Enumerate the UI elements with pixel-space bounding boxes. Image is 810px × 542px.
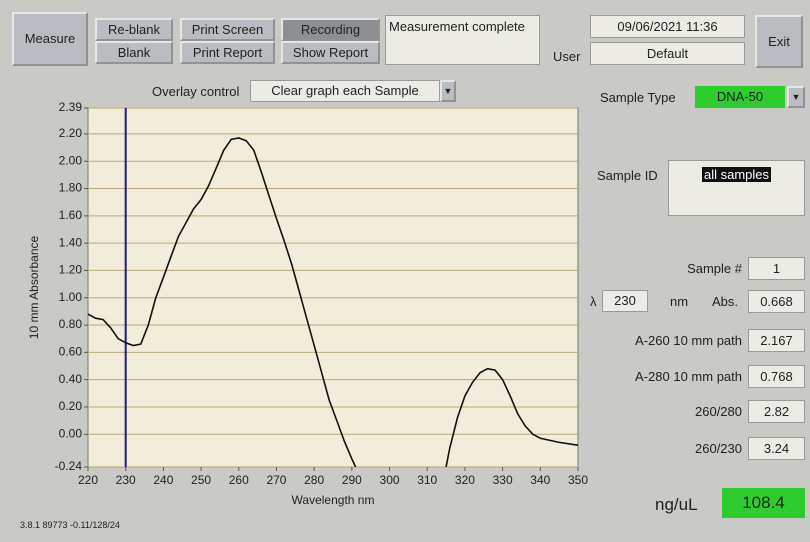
lambda-symbol: λ <box>590 294 597 309</box>
user: Default <box>590 42 745 65</box>
y-tick-label: 2.00 <box>59 153 83 167</box>
print-report-button[interactable]: Print Report <box>180 41 275 64</box>
plot-area <box>88 108 578 467</box>
y-tick-label: 0.40 <box>59 372 83 386</box>
y-tick-label: 1.20 <box>59 263 83 277</box>
x-tick-label: 280 <box>304 473 324 487</box>
show-report-button[interactable]: Show Report <box>281 41 380 64</box>
app-window: Measure Re-blank Blank Print Screen Prin… <box>0 0 810 542</box>
ratio-260-280-label: 260/280 <box>600 404 742 419</box>
x-tick-label: 260 <box>229 473 249 487</box>
sample-type-label: Sample Type <box>600 90 676 105</box>
abs-value: 0.668 <box>748 290 805 313</box>
user-label: User <box>553 49 580 64</box>
x-tick-label: 350 <box>568 473 588 487</box>
status-box: Measurement complete <box>385 15 540 65</box>
y-tick-label: 1.60 <box>59 208 83 222</box>
x-tick-label: 330 <box>493 473 513 487</box>
x-tick-label: 340 <box>530 473 550 487</box>
sample-id-label: Sample ID <box>597 168 658 183</box>
y-tick-label: 0.60 <box>59 345 83 359</box>
lambda-unit: nm <box>670 294 688 309</box>
sample-number: 1 <box>748 257 805 280</box>
a280-label: A-280 10 mm path <box>600 369 742 384</box>
x-tick-label: 230 <box>116 473 136 487</box>
sample-id: all samples <box>702 167 771 182</box>
y-tick-label: 1.40 <box>59 235 83 249</box>
y-tick-label: 0.80 <box>59 317 83 331</box>
a260-value: 2.167 <box>748 329 805 352</box>
x-tick-label: 270 <box>266 473 286 487</box>
lambda-value[interactable]: 230 <box>602 290 648 312</box>
blank-button[interactable]: Blank <box>95 41 173 64</box>
sample-id-box[interactable]: all samples <box>668 160 805 216</box>
a260-label: A-260 10 mm path <box>600 333 742 348</box>
conc-label: ng/uL <box>655 495 698 515</box>
sample-type-arrow[interactable]: ▼ <box>787 86 805 108</box>
exit-button[interactable]: Exit <box>755 15 803 68</box>
ratio-260-280: 2.82 <box>748 400 805 423</box>
x-tick-label: 320 <box>455 473 475 487</box>
datetime: 09/06/2021 11:36 <box>590 15 745 38</box>
y-tick-label: 1.80 <box>59 181 83 195</box>
print-screen-button[interactable]: Print Screen <box>180 18 275 41</box>
x-tick-label: 310 <box>417 473 437 487</box>
a280-value: 0.768 <box>748 365 805 388</box>
x-tick-label: 220 <box>78 473 98 487</box>
x-tick-label: 290 <box>342 473 362 487</box>
x-tick-label: 240 <box>153 473 173 487</box>
y-tick-label: 2.20 <box>59 126 83 140</box>
reblank-button[interactable]: Re-blank <box>95 18 173 41</box>
x-axis-label: Wavelength nm <box>292 493 375 507</box>
y-tick-label: 0.00 <box>59 426 83 440</box>
y-tick-label: 1.00 <box>59 290 83 304</box>
sample-number-label: Sample # <box>640 261 742 276</box>
x-tick-label: 250 <box>191 473 211 487</box>
chart: -0.24 0.00 0.20 0.40 0.60 0.80 1.00 1.20 1.40 1.6… <box>0 95 600 515</box>
footer: 3.8.1 89773 -0.11/128/24 <box>20 520 120 530</box>
ratio-260-230-label: 260/230 <box>600 441 742 456</box>
sample-type[interactable]: DNA-50 <box>695 86 785 108</box>
y-tick-label: -0.24 <box>55 459 83 473</box>
y-axis-label: 10 mm Absorbance <box>27 235 41 339</box>
x-tick-label: 300 <box>380 473 400 487</box>
ratio-260-230: 3.24 <box>748 437 805 460</box>
abs-label: Abs. <box>712 294 738 309</box>
y-tick-label: 0.20 <box>59 399 83 413</box>
y-tick-label: 2.39 <box>59 100 83 114</box>
conc-value: 108.4 <box>722 488 805 518</box>
recording-button[interactable]: Recording <box>281 18 380 41</box>
measure-button[interactable]: Measure <box>12 12 88 66</box>
